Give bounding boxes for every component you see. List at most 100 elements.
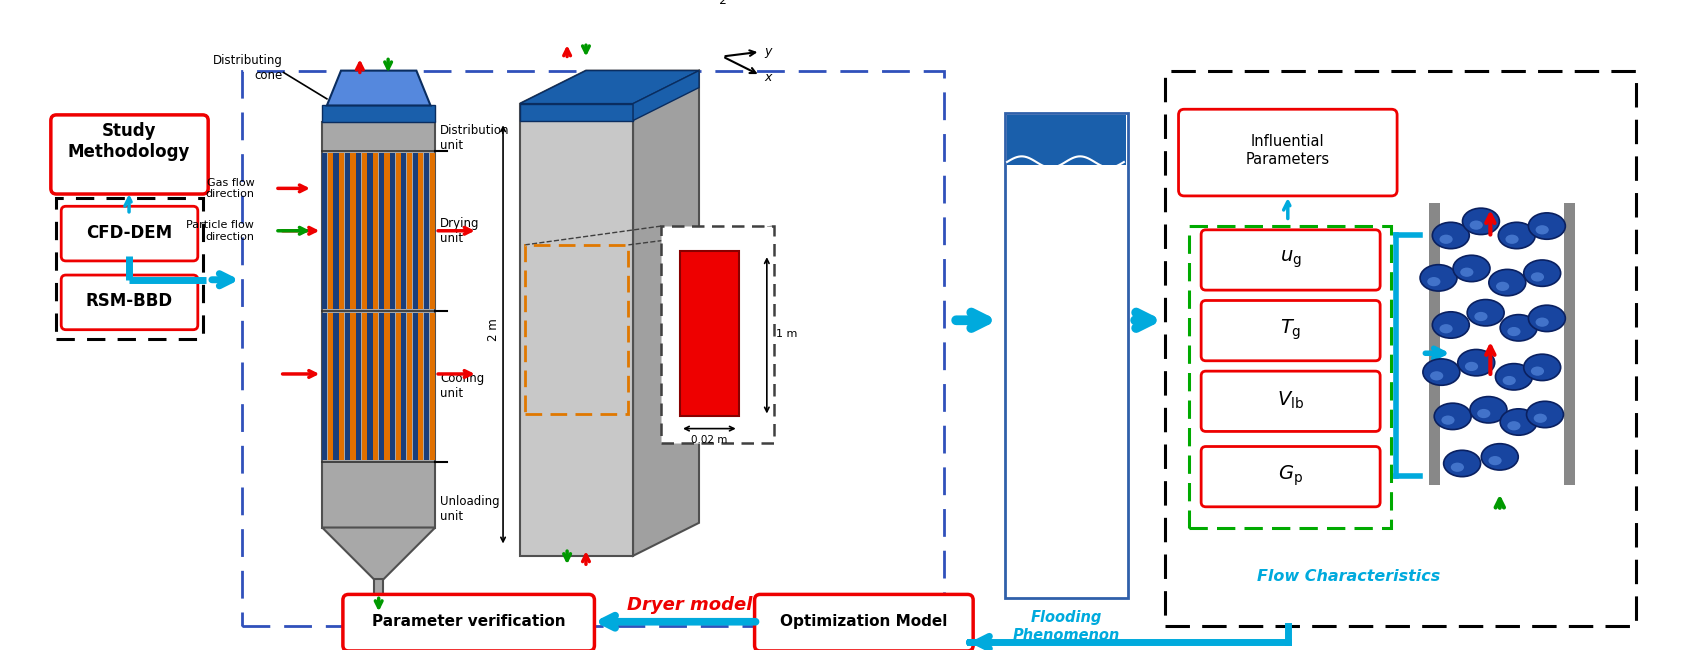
Bar: [418, 313, 423, 460]
Text: Study
Methodology: Study Methodology: [68, 122, 189, 161]
Ellipse shape: [1475, 312, 1488, 321]
Polygon shape: [521, 71, 698, 103]
Ellipse shape: [1529, 306, 1566, 332]
FancyBboxPatch shape: [56, 198, 203, 339]
Ellipse shape: [1478, 409, 1490, 418]
Text: Flow Characteristics: Flow Characteristics: [1258, 569, 1441, 584]
Ellipse shape: [1463, 208, 1500, 235]
Ellipse shape: [1507, 327, 1520, 336]
FancyBboxPatch shape: [1201, 300, 1380, 361]
Bar: [1165, 71, 1637, 627]
Bar: [396, 313, 401, 460]
Bar: [340, 313, 345, 460]
Polygon shape: [521, 71, 698, 103]
Bar: [391, 153, 396, 309]
Bar: [350, 313, 355, 460]
Bar: [424, 313, 430, 460]
Ellipse shape: [1529, 213, 1566, 239]
Bar: [680, 252, 739, 417]
Polygon shape: [632, 71, 698, 120]
Ellipse shape: [1530, 367, 1544, 376]
Bar: [333, 153, 338, 309]
Bar: [524, 245, 629, 415]
Polygon shape: [632, 71, 698, 556]
Bar: [408, 153, 413, 309]
Ellipse shape: [1495, 363, 1532, 390]
Ellipse shape: [1469, 396, 1507, 423]
Ellipse shape: [1422, 359, 1459, 385]
Bar: [379, 313, 384, 460]
Bar: [430, 313, 435, 460]
Bar: [1008, 115, 1126, 165]
Bar: [328, 313, 333, 460]
Bar: [430, 153, 435, 309]
FancyBboxPatch shape: [754, 594, 972, 650]
Text: 1 m: 1 m: [776, 330, 798, 339]
Bar: [1564, 203, 1574, 485]
Bar: [367, 153, 372, 309]
Text: CFD-DEM: CFD-DEM: [86, 224, 172, 242]
Ellipse shape: [1524, 354, 1561, 380]
Bar: [345, 153, 350, 309]
Bar: [357, 153, 362, 309]
Bar: [1429, 203, 1441, 485]
Text: $u_\mathrm{g}$: $u_\mathrm{g}$: [1280, 248, 1302, 270]
Ellipse shape: [1432, 222, 1469, 249]
Ellipse shape: [1439, 324, 1453, 333]
Bar: [521, 103, 632, 120]
Bar: [379, 153, 384, 309]
Text: Dryer model: Dryer model: [627, 596, 752, 614]
FancyBboxPatch shape: [1201, 447, 1380, 507]
Ellipse shape: [1500, 315, 1537, 341]
Bar: [242, 71, 944, 627]
Ellipse shape: [1527, 401, 1564, 428]
FancyBboxPatch shape: [343, 594, 595, 650]
Ellipse shape: [1451, 463, 1464, 472]
Text: z: z: [719, 0, 725, 8]
Ellipse shape: [1439, 235, 1453, 244]
Ellipse shape: [1535, 318, 1549, 327]
Ellipse shape: [1461, 268, 1473, 277]
Ellipse shape: [1500, 409, 1537, 436]
Bar: [323, 153, 328, 309]
Text: RSM-BBD: RSM-BBD: [86, 292, 172, 311]
Bar: [401, 153, 406, 309]
Text: Unloading
unit: Unloading unit: [440, 495, 499, 523]
Ellipse shape: [1507, 421, 1520, 430]
Text: Particle flow
direction: Particle flow direction: [186, 220, 254, 242]
Bar: [362, 153, 367, 309]
Ellipse shape: [1530, 272, 1544, 281]
Ellipse shape: [1498, 222, 1535, 249]
Ellipse shape: [1431, 371, 1442, 380]
Bar: [340, 153, 345, 309]
Bar: [374, 579, 384, 603]
FancyBboxPatch shape: [61, 275, 198, 330]
Polygon shape: [323, 528, 435, 579]
Text: 2 m: 2 m: [487, 318, 501, 341]
Bar: [413, 313, 418, 460]
Ellipse shape: [1453, 255, 1490, 281]
Polygon shape: [521, 103, 632, 556]
Ellipse shape: [1469, 220, 1483, 229]
Bar: [413, 153, 418, 309]
Bar: [350, 153, 355, 309]
Bar: [333, 313, 338, 460]
Ellipse shape: [1434, 403, 1471, 430]
Ellipse shape: [1505, 235, 1519, 244]
Ellipse shape: [1534, 413, 1547, 423]
FancyBboxPatch shape: [1201, 230, 1380, 290]
Ellipse shape: [1420, 265, 1458, 291]
FancyBboxPatch shape: [61, 206, 198, 261]
Text: Distribution
unit: Distribution unit: [440, 124, 509, 153]
FancyBboxPatch shape: [51, 115, 208, 194]
Ellipse shape: [1432, 312, 1469, 338]
Ellipse shape: [1441, 415, 1454, 424]
Bar: [424, 153, 430, 309]
Bar: [384, 313, 389, 460]
Ellipse shape: [1524, 260, 1561, 287]
Ellipse shape: [1481, 444, 1519, 470]
Text: Influential
Parameters: Influential Parameters: [1246, 135, 1329, 167]
Bar: [323, 313, 328, 460]
Ellipse shape: [1497, 281, 1508, 291]
Ellipse shape: [1464, 362, 1478, 371]
